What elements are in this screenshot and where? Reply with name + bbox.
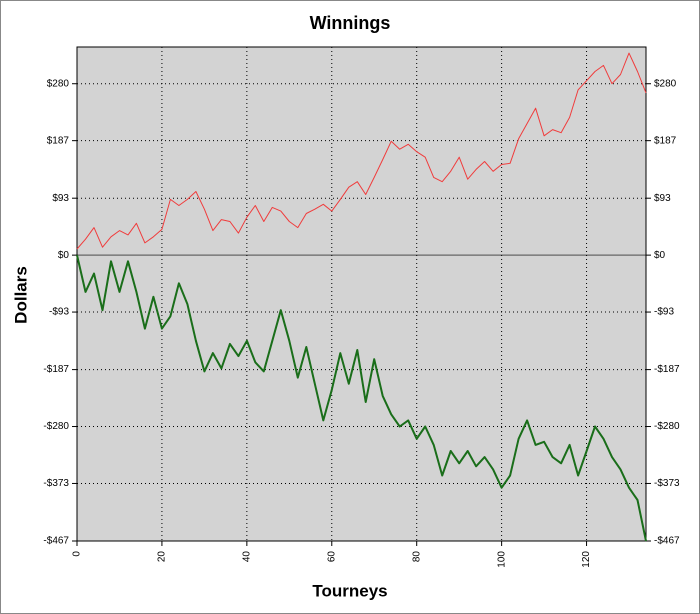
x-tick-label: 60: [326, 551, 337, 563]
y-tick-label: -$93: [49, 307, 69, 318]
x-tick-label: 120: [581, 551, 592, 568]
x-axis-title: Tourneys: [312, 581, 387, 600]
y-tick-label-right: -$187: [654, 364, 680, 375]
x-tick-label: 100: [496, 551, 507, 568]
y-tick-label-right: $280: [654, 78, 677, 89]
x-tick-label: 20: [157, 551, 168, 563]
y-tick-label: $187: [47, 135, 70, 146]
y-tick-label: $0: [58, 250, 70, 261]
y-tick-label: $93: [52, 193, 69, 204]
series-line: [76, 52, 647, 250]
y-tick-label-right: $0: [654, 250, 666, 261]
x-tick-label: 0: [72, 551, 83, 557]
y-tick-label-right: -$373: [654, 478, 680, 489]
chart-title: Winnings: [310, 13, 391, 33]
y-tick-label-right: $93: [654, 193, 671, 204]
y-tick-label: -$280: [43, 421, 69, 432]
y-tick-label: -$187: [43, 364, 69, 375]
y-tick-label: -$467: [43, 536, 69, 547]
y-tick-label-right: -$467: [654, 536, 680, 547]
y-tick-label-right: $187: [654, 135, 677, 146]
x-tick-label: 80: [411, 551, 422, 563]
plot-area: [77, 47, 646, 541]
plot-border: [76, 46, 647, 542]
series-line: [76, 254, 647, 542]
y-tick-label: $280: [47, 78, 70, 89]
y-tick-label-right: -$93: [654, 307, 674, 318]
x-tick-label: 40: [241, 551, 252, 563]
y-tick-label: -$373: [43, 478, 69, 489]
y-axis-title: Dollars: [11, 266, 30, 324]
y-tick-label-right: -$280: [654, 421, 680, 432]
